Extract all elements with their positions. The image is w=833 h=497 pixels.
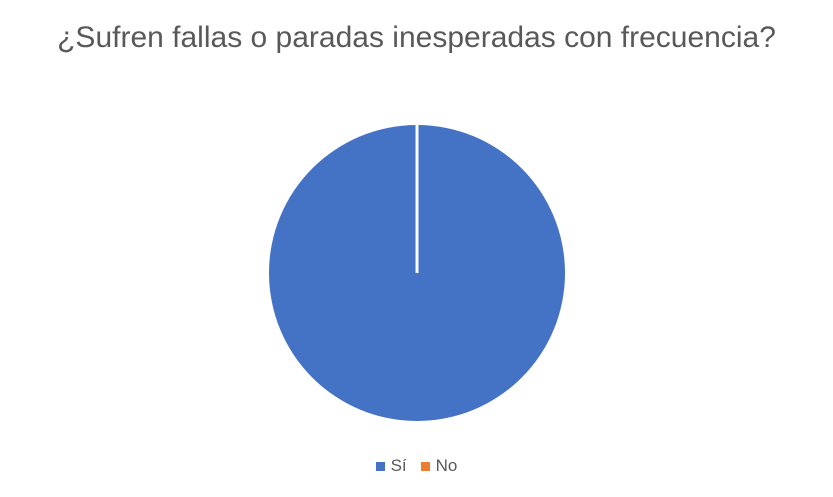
- legend-label-no: No: [436, 456, 458, 476]
- legend-entry-si: Sí: [376, 456, 407, 476]
- legend-entry-no: No: [421, 456, 458, 476]
- legend-swatch-no: [421, 462, 430, 471]
- legend-label-si: Sí: [391, 456, 407, 476]
- legend-swatch-si: [376, 462, 385, 471]
- legend: Sí No: [0, 456, 833, 476]
